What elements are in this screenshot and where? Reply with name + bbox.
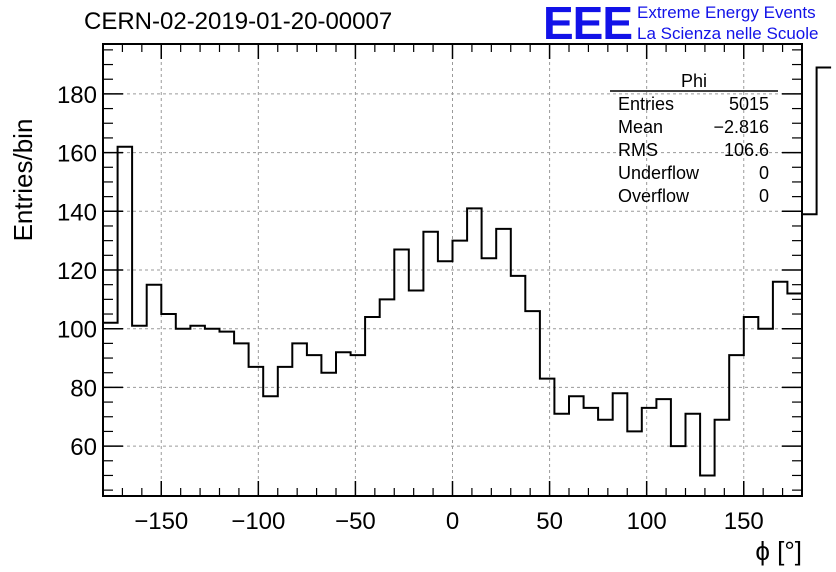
y-tick-label: 120 [57, 258, 97, 285]
stats-label-entries: Entries [618, 94, 674, 114]
x-tick-label: 0 [446, 508, 459, 535]
stats-value-overflow: 0 [759, 186, 769, 206]
y-axis-label: Entries/bin [8, 119, 38, 242]
x-tick-label: 150 [724, 508, 764, 535]
grid-layer [103, 44, 802, 496]
x-tick-label: −100 [231, 508, 285, 535]
x-axis-label: ϕ [°] [755, 536, 802, 566]
y-tick-label: 100 [57, 317, 97, 344]
y-tick-label: 180 [57, 82, 97, 109]
eee-logo-icon: EEE [543, 0, 633, 49]
y-tick-label: 140 [57, 199, 97, 226]
histogram-line [103, 66, 832, 477]
stats-value-rms: 106.6 [724, 140, 769, 160]
stats-box-title: Phi [681, 71, 707, 91]
ticks-layer [102, 44, 803, 496]
stats-value-mean: −2.816 [713, 117, 769, 137]
stats-label-underflow: Underflow [618, 163, 700, 183]
stats-label-overflow: Overflow [618, 186, 690, 206]
stats-value-entries: 5015 [729, 94, 769, 114]
x-tick-label: −50 [335, 508, 376, 535]
y-tick-label: 60 [70, 434, 97, 461]
logo-line-1: Extreme Energy Events [637, 3, 816, 22]
stats-value-underflow: 0 [759, 163, 769, 183]
stats-label-mean: Mean [618, 117, 663, 137]
x-tick-label: −150 [134, 508, 188, 535]
x-tick-label: 50 [536, 508, 563, 535]
stats-label-rms: RMS [618, 140, 658, 160]
y-tick-label: 80 [70, 375, 97, 402]
stats-box: Phi Entries 5015 Mean −2.816 RMS 106.6 U… [610, 71, 778, 206]
tick-labels-layer: −150 −100 −50 0 50 100 150 60 80 100 120 140 160 180 [57, 82, 764, 535]
y-tick-label: 160 [57, 141, 97, 168]
logo-line-2: La Scienza nelle Scuole [637, 24, 819, 43]
run-title: CERN-02-2019-01-20-00007 [84, 8, 393, 35]
x-tick-label: 100 [627, 508, 667, 535]
